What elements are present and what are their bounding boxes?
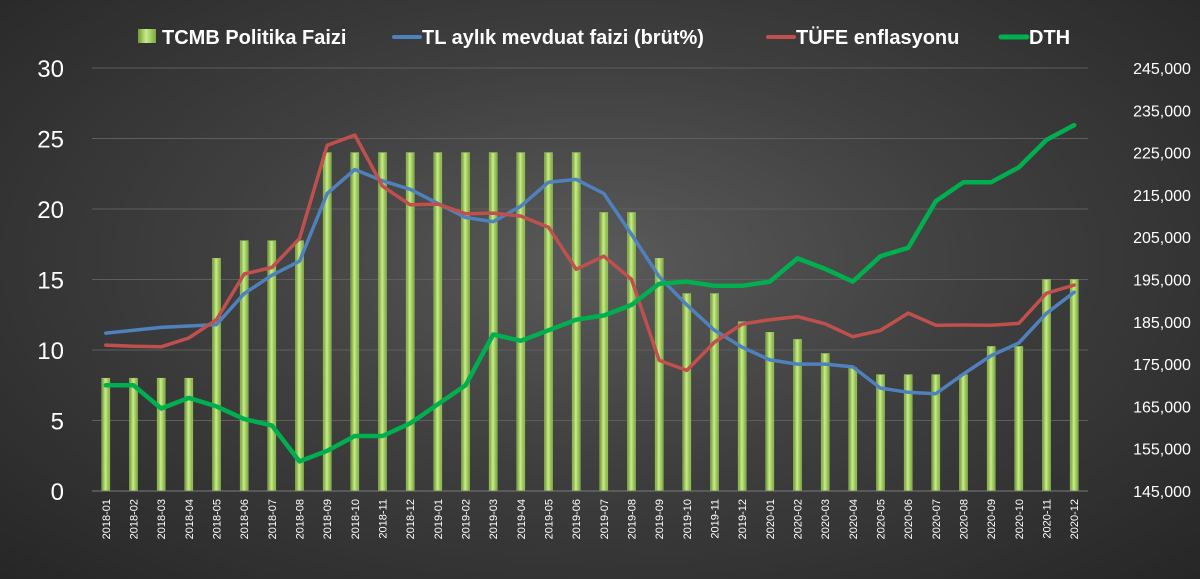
legend-label: TCMB Politika Faizi: [162, 27, 346, 49]
bar-tcmb-politika-faizi: [350, 152, 360, 492]
line-series: [103, 122, 1077, 464]
line-dth: [103, 122, 1077, 464]
x-tick-label: 2018-10: [350, 499, 362, 539]
x-tick-label: 2019-08: [627, 499, 639, 539]
bar-tcmb-politika-faizi: [378, 152, 387, 492]
bar-tcmb-politika-faizi: [876, 374, 885, 492]
bar-tcmb-politika-faizi: [1069, 279, 1079, 492]
y-left-tick-label: 15: [37, 268, 64, 295]
x-tick-label: 2019-02: [461, 499, 473, 539]
y-right-tick-label: 245,000: [1133, 61, 1191, 78]
x-tick-label: 2018-03: [156, 499, 168, 539]
bar-tcmb-politika-faizi: [627, 212, 636, 492]
bar-tcmb-politika-faizi: [599, 212, 609, 492]
x-tick-label: 2019-06: [571, 499, 583, 539]
y-left-tick-label: 25: [37, 127, 64, 154]
x-tick-label: 2018-06: [239, 499, 251, 539]
x-tick-label: 2020-06: [903, 499, 915, 539]
x-tick-label: 2020-09: [986, 499, 998, 539]
y-right-tick-label: 195,000: [1133, 273, 1191, 290]
x-tick-label: 2020-03: [820, 499, 832, 539]
x-tick-label: 2020-08: [959, 499, 971, 539]
y-right-tick-label: 235,000: [1133, 103, 1191, 120]
y-right-tick-label: 165,000: [1133, 399, 1191, 416]
x-tick-label: 2018-01: [101, 499, 113, 539]
axes: 0 5 10 15 20 25 30 145,000 155,000 165,000 175,000…: [37, 56, 1191, 539]
y-right-tick-label: 175,000: [1133, 357, 1191, 374]
legend-label: DTH: [1029, 27, 1070, 49]
x-tick-label: 2019-09: [654, 499, 666, 539]
legend-label: TL aylık mevduat faizi (brüt%): [422, 27, 704, 49]
x-tick-label: 2020-04: [848, 499, 860, 539]
bar-tcmb-politika-faizi: [986, 346, 996, 492]
x-tick-label: 2018-02: [129, 499, 141, 539]
x-tick-label: 2020-01: [765, 499, 777, 539]
bar-tcmb-politika-faizi: [295, 240, 304, 492]
legend-label: TÜFE enflasyonu: [796, 26, 959, 49]
y-left-tick-label: 0: [51, 479, 64, 506]
bar-tcmb-politika-faizi: [820, 353, 830, 492]
x-tick-label: 2018-11: [378, 499, 390, 539]
bar-tcmb-politika-faizi: [212, 258, 221, 492]
x-tick-label: 2018-04: [184, 499, 196, 539]
y-right-tick-label: 215,000: [1133, 188, 1191, 205]
x-tick-label: 2018-07: [267, 499, 279, 539]
x-tick-label: 2019-04: [516, 499, 528, 539]
bar-tcmb-politika-faizi: [710, 293, 719, 492]
x-tick-label: 2020-12: [1069, 499, 1081, 539]
line-t-fe-enflasyonu: [104, 133, 1076, 373]
bar-tcmb-politika-faizi: [156, 377, 166, 492]
x-tick-label: 2018-12: [405, 499, 417, 539]
y-right-tick-label: 225,000: [1133, 146, 1191, 163]
bar-tcmb-politika-faizi: [765, 332, 775, 492]
x-tick-label: 2018-05: [212, 499, 224, 539]
y-right-tick-label: 185,000: [1133, 315, 1191, 332]
x-tick-label: 2019-12: [737, 499, 749, 539]
bar-tcmb-politika-faizi: [101, 377, 111, 492]
bar-tcmb-politika-faizi: [848, 367, 858, 492]
bar-tcmb-politika-faizi: [488, 152, 498, 492]
bar-tcmb-politika-faizi: [184, 377, 194, 492]
x-tick-label: 2020-07: [931, 499, 943, 539]
bar-tcmb-politika-faizi: [544, 152, 553, 492]
x-tick-label: 2019-01: [433, 499, 445, 539]
x-tick-label: 2020-11: [1042, 499, 1054, 539]
bar-tcmb-politika-faizi: [461, 152, 470, 492]
y-right-tick-label: 155,000: [1133, 442, 1191, 459]
x-tick-label: 2020-10: [1014, 499, 1026, 539]
bar-tcmb-politika-faizi: [682, 293, 692, 492]
y-right-tick-label: 205,000: [1133, 230, 1191, 247]
x-tick-label: 2019-11: [710, 499, 722, 539]
bar-tcmb-politika-faizi: [959, 374, 968, 492]
x-tick-label: 2019-10: [682, 499, 694, 539]
bar-tcmb-politika-faizi: [1014, 346, 1024, 492]
y-left-tick-label: 30: [37, 56, 64, 83]
x-tick-label: 2019-05: [544, 499, 556, 539]
x-tick-label: 2019-07: [599, 499, 611, 539]
y-left-tick-label: 20: [37, 197, 64, 224]
y-left-tick-label: 10: [37, 338, 64, 365]
y-left-tick-label: 5: [51, 409, 64, 436]
line-tl-ayl-k-mevduat-faizi-br-t: [104, 167, 1076, 396]
bar-series: [101, 152, 1079, 492]
legend-swatch: [138, 29, 156, 43]
x-tick-label: 2020-05: [876, 499, 888, 539]
bar-tcmb-politika-faizi: [129, 377, 138, 492]
x-tick-label: 2020-02: [793, 499, 805, 539]
x-tick-label: 2019-03: [488, 499, 500, 539]
bar-tcmb-politika-faizi: [654, 258, 664, 492]
y-right-tick-label: 145,000: [1133, 484, 1191, 501]
legend: TCMB Politika Faizi TL aylık mevduat faiz…: [138, 26, 1070, 49]
x-tick-label: 2018-09: [322, 499, 334, 539]
x-tick-label: 2018-08: [295, 499, 307, 539]
